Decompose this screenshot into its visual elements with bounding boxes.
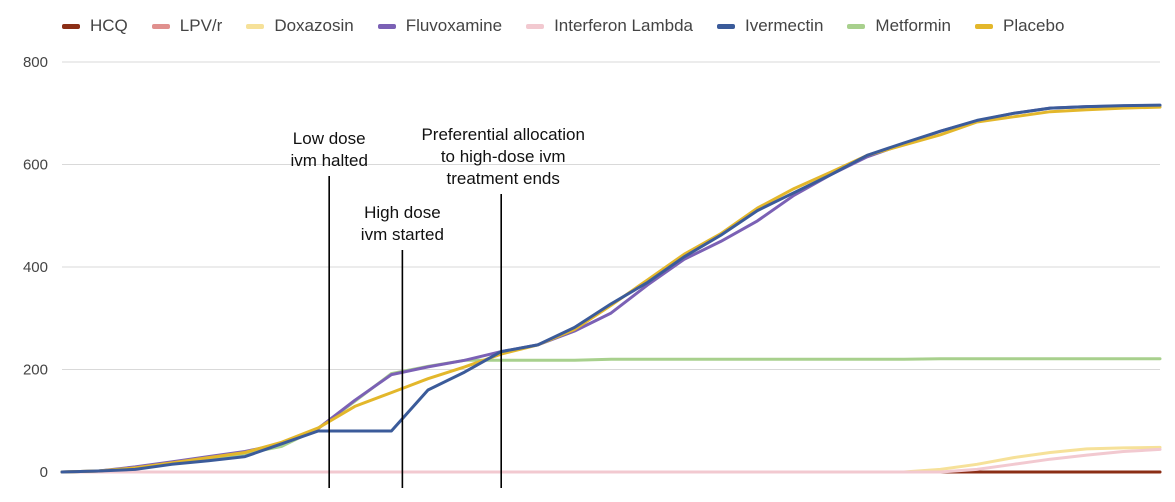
annotation-text: treatment ends xyxy=(446,169,559,188)
annotation-text: High dose xyxy=(364,203,441,222)
legend-item: LPV/r xyxy=(151,16,223,36)
series-line-placebo xyxy=(60,105,1162,474)
y-tick-label: 800 xyxy=(23,54,48,71)
annotation-text: ivm started xyxy=(361,225,444,244)
y-tick-label: 0 xyxy=(40,464,48,481)
annotations: Low dose ivm halted High dose ivm started Pr… xyxy=(290,125,585,488)
series-line-ivermectin xyxy=(60,103,1162,474)
legend-swatch xyxy=(974,23,993,29)
legend-item: Ivermectin xyxy=(716,16,824,36)
legend-swatch xyxy=(377,23,396,29)
annotation-text: Low dose xyxy=(293,129,366,148)
legend-swatch xyxy=(151,23,170,29)
legend-swatch xyxy=(246,23,265,29)
legend-item: Placebo xyxy=(974,16,1065,36)
legend-swatch xyxy=(62,23,80,29)
y-tick-label: 200 xyxy=(23,362,48,379)
legend-swatch xyxy=(526,23,545,29)
legend-item: Interferon Lambda xyxy=(526,16,693,36)
annotation-text: Preferential allocation xyxy=(421,125,584,144)
legend-label: Fluvoxamine xyxy=(405,16,503,35)
annotation-text: ivm halted xyxy=(290,151,367,170)
gridlines xyxy=(62,61,1160,473)
legend-label: Placebo xyxy=(1002,16,1065,35)
legend-item: HCQ xyxy=(62,16,128,36)
legend-item: Doxazosin xyxy=(246,16,354,36)
legend-label: Interferon Lambda xyxy=(554,16,693,35)
legend-label: LPV/r xyxy=(179,16,223,35)
series-line-fluvoxamine xyxy=(60,104,1162,474)
legend-label: Ivermectin xyxy=(744,16,824,35)
legend-item: Fluvoxamine xyxy=(377,16,503,36)
series-line-interferon-lambda xyxy=(60,447,1162,474)
y-tick-label: 400 xyxy=(23,259,48,276)
legend-label: HCQ xyxy=(90,16,128,35)
legend-swatch xyxy=(716,23,735,29)
legend-label: Metformin xyxy=(875,16,951,35)
y-axis-tick-labels: 0 200 400 600 800 xyxy=(23,54,48,481)
y-tick-label: 600 xyxy=(23,157,48,174)
legend: HCQ LPV/r Doxazosin Fluvoxamine Interferon L… xyxy=(62,16,1088,36)
legend-item: Metformin xyxy=(847,16,951,36)
legend-label: Doxazosin xyxy=(274,16,354,35)
legend-swatch xyxy=(847,23,866,29)
annotation-text: to high-dose ivm xyxy=(441,147,566,166)
series-lines xyxy=(60,103,1162,474)
